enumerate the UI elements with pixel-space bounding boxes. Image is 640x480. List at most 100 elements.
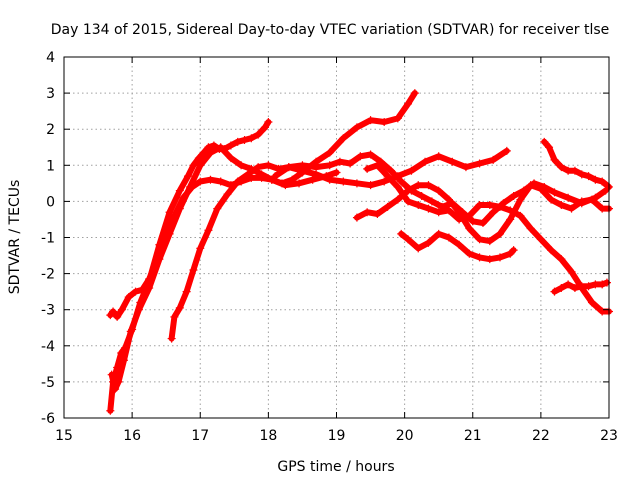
chart-title: Day 134 of 2015, Sidereal Day-to-day VTE… bbox=[51, 22, 610, 38]
data-point bbox=[298, 161, 307, 170]
data-point bbox=[312, 163, 321, 172]
data-point bbox=[308, 175, 317, 184]
data-point bbox=[216, 143, 225, 152]
x-tick-label: 23 bbox=[600, 428, 618, 444]
data-point bbox=[489, 208, 498, 217]
data-point bbox=[366, 181, 375, 190]
data-point bbox=[564, 193, 573, 202]
data-point bbox=[380, 177, 389, 186]
data-point bbox=[264, 117, 273, 126]
data-point bbox=[226, 141, 235, 150]
data-point bbox=[516, 211, 525, 220]
data-point bbox=[550, 188, 559, 197]
data-point bbox=[591, 175, 600, 184]
data-point bbox=[577, 170, 586, 179]
series-arc-7 bbox=[397, 229, 518, 264]
data-point bbox=[165, 208, 174, 217]
y-tick-label: -4 bbox=[41, 339, 55, 355]
data-point bbox=[114, 377, 123, 386]
data-point bbox=[119, 356, 128, 365]
data-point bbox=[237, 161, 246, 170]
data-point bbox=[421, 157, 430, 166]
data-point bbox=[564, 166, 573, 175]
data-point bbox=[475, 159, 484, 168]
data-point bbox=[424, 238, 433, 247]
data-point bbox=[584, 172, 593, 181]
series-arc-8 bbox=[363, 161, 613, 316]
data-point bbox=[475, 201, 484, 210]
data-point bbox=[325, 148, 334, 157]
data-point bbox=[434, 186, 443, 195]
series-arc-5 bbox=[271, 150, 610, 228]
data-point bbox=[516, 195, 525, 204]
data-point bbox=[111, 385, 120, 394]
data-point bbox=[444, 206, 453, 215]
data-point bbox=[380, 117, 389, 126]
data-point bbox=[465, 224, 474, 233]
series-arc-4 bbox=[167, 146, 511, 343]
series-line bbox=[353, 182, 612, 245]
data-point bbox=[117, 305, 126, 314]
data-point bbox=[134, 305, 143, 314]
data-point bbox=[570, 284, 579, 293]
data-point bbox=[536, 235, 545, 244]
data-point bbox=[312, 170, 321, 179]
data-point bbox=[414, 201, 423, 210]
data-point bbox=[506, 249, 515, 258]
data-point bbox=[404, 235, 413, 244]
data-point bbox=[591, 280, 600, 289]
data-point bbox=[175, 303, 184, 312]
data-point bbox=[397, 229, 406, 238]
data-point bbox=[407, 166, 416, 175]
data-point bbox=[496, 253, 504, 262]
data-point bbox=[448, 157, 457, 166]
data-point bbox=[346, 159, 355, 168]
x-tick-label: 15 bbox=[55, 428, 73, 444]
data-point bbox=[383, 202, 392, 211]
data-point bbox=[339, 177, 348, 186]
series-arc-6 bbox=[352, 181, 613, 246]
data-point bbox=[496, 202, 504, 211]
data-point bbox=[267, 175, 276, 184]
data-point bbox=[417, 191, 426, 200]
data-point bbox=[465, 249, 474, 258]
data-point bbox=[545, 143, 554, 152]
data-point bbox=[325, 175, 334, 184]
data-point bbox=[587, 195, 596, 204]
data-point bbox=[363, 164, 372, 173]
x-tick-label: 19 bbox=[328, 428, 346, 444]
data-point bbox=[602, 278, 611, 287]
data-point bbox=[373, 161, 382, 170]
y-tick-label: -6 bbox=[41, 411, 55, 427]
data-point bbox=[485, 237, 494, 246]
data-point bbox=[526, 181, 535, 190]
data-point bbox=[547, 195, 556, 204]
data-point bbox=[393, 182, 402, 191]
data-point bbox=[335, 157, 344, 166]
data-point bbox=[165, 229, 174, 238]
data-point bbox=[243, 170, 252, 179]
data-point bbox=[393, 114, 402, 123]
data-point bbox=[204, 226, 213, 235]
data-point bbox=[278, 179, 286, 188]
data-point bbox=[288, 175, 297, 184]
data-point bbox=[536, 184, 545, 193]
data-point bbox=[206, 175, 215, 184]
data-point bbox=[183, 172, 192, 181]
data-point bbox=[226, 154, 235, 163]
data-point bbox=[427, 197, 436, 206]
data-point bbox=[175, 204, 184, 213]
data-point bbox=[233, 137, 242, 146]
data-point bbox=[106, 406, 115, 415]
data-point bbox=[550, 155, 559, 164]
x-tick-label: 18 bbox=[259, 428, 277, 444]
data-point bbox=[271, 172, 280, 181]
y-tick-label: 2 bbox=[46, 122, 55, 138]
data-point bbox=[376, 157, 385, 166]
data-point bbox=[363, 208, 372, 217]
data-point bbox=[189, 161, 198, 170]
data-point bbox=[557, 284, 566, 293]
data-point bbox=[475, 235, 484, 244]
data-point bbox=[284, 163, 293, 172]
